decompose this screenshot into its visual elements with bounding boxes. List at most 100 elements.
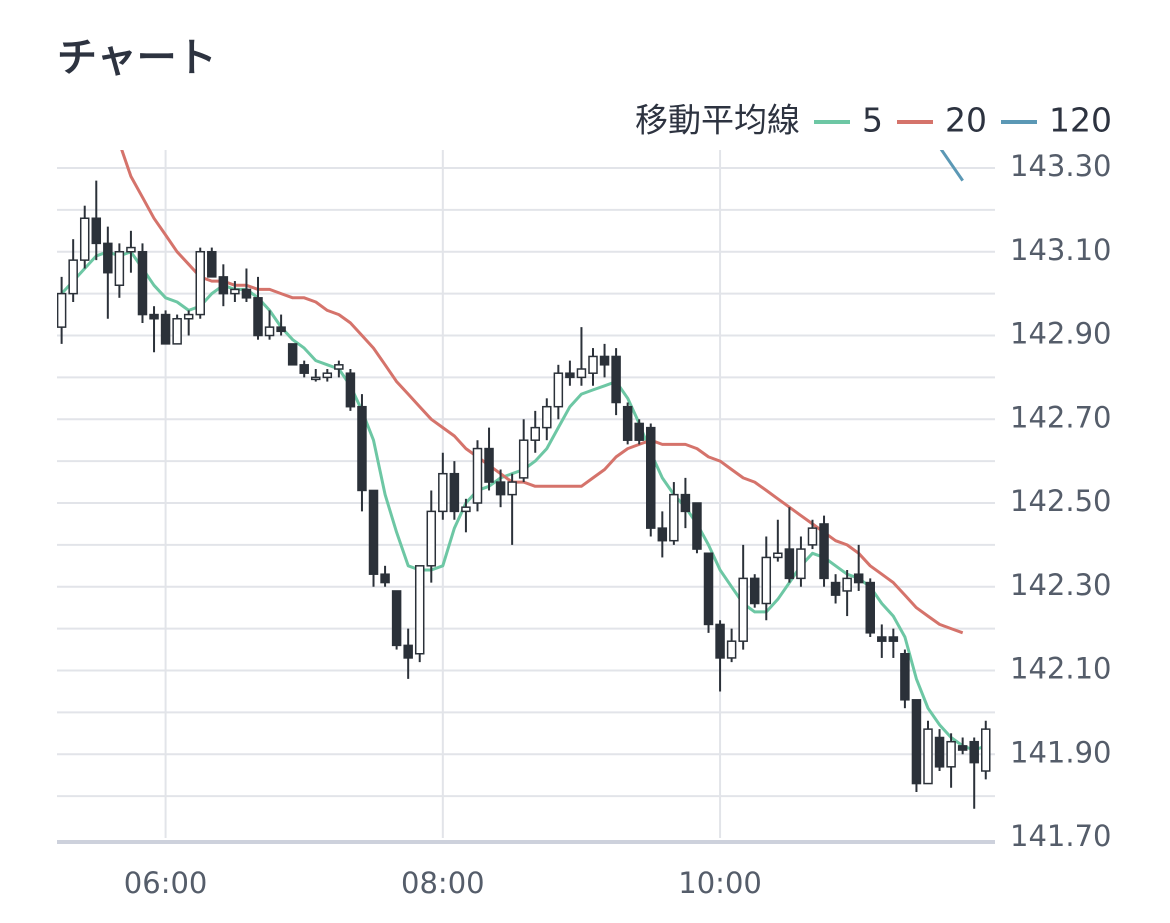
candle-body [588, 355, 598, 374]
candle-body [253, 297, 263, 337]
candle-body [149, 313, 159, 320]
candle-body [276, 326, 286, 333]
candle-body [957, 745, 968, 751]
candle-body [830, 581, 841, 596]
legend-label: 120 [1049, 101, 1112, 140]
candle-body [726, 640, 737, 659]
candle-body [946, 740, 956, 768]
y-tick-label: 141.70 [1010, 819, 1111, 853]
candle-body [334, 364, 344, 370]
candle-body [68, 259, 78, 295]
candle-body [715, 623, 725, 659]
candle-body [357, 405, 367, 492]
candle-body [923, 728, 933, 785]
candle-body [426, 510, 437, 567]
y-tick-label: 143.10 [1010, 233, 1111, 267]
candle-body [807, 527, 818, 546]
candle-body [761, 556, 772, 605]
candle-body [137, 251, 148, 316]
candle-body [530, 426, 540, 441]
candle-body [646, 426, 656, 529]
candle-body [657, 527, 668, 542]
candle-body [680, 493, 691, 513]
candle-body [542, 405, 552, 429]
candle-body [57, 292, 67, 328]
candle-body [865, 581, 875, 634]
candle-body [79, 217, 90, 261]
legend-label: 5 [862, 101, 883, 140]
candle-body [900, 653, 910, 701]
candle-body [819, 523, 829, 580]
candle-body [495, 481, 506, 496]
candle-body [368, 489, 379, 575]
candle-body [449, 472, 460, 513]
candle-body [311, 376, 321, 381]
candle-body [969, 740, 979, 764]
candle-body [611, 355, 621, 404]
candle-body [565, 372, 575, 379]
x-tick-label: 08:00 [401, 866, 485, 900]
candle-body [842, 577, 852, 592]
legend-label: 20 [945, 101, 987, 140]
candle-body [981, 728, 991, 772]
candle-body [553, 372, 564, 408]
candle-body [518, 439, 529, 479]
ma-line [60, 250, 987, 752]
candle-body [703, 552, 714, 626]
candle-body [391, 590, 402, 647]
candle-body [126, 246, 136, 253]
candle-body [738, 577, 748, 642]
candle-body [299, 364, 309, 374]
candle-body [853, 573, 864, 584]
y-tick-label: 142.70 [1010, 400, 1111, 434]
candle-body [322, 372, 333, 379]
y-tick-label: 143.30 [1010, 149, 1111, 183]
candle-body [888, 636, 899, 642]
y-tick-label: 142.50 [1010, 484, 1111, 518]
candle-body [438, 472, 448, 513]
candle-body [207, 251, 217, 278]
candle-body [345, 372, 356, 408]
candle-body [784, 548, 795, 580]
candle-body [287, 343, 298, 366]
candle-body [218, 276, 229, 295]
x-tick-label: 06:00 [124, 866, 208, 900]
candle-body [160, 313, 171, 345]
candle-body [507, 481, 517, 496]
x-tick-label: 10:00 [678, 866, 762, 900]
candle-body [461, 506, 471, 513]
candle-body [230, 288, 240, 295]
candle-body [403, 644, 413, 659]
labels: 143.30 143.10 142.90 142.70 142.50 142.30 142.… [124, 101, 1112, 901]
candle-body [877, 636, 887, 642]
candle-body [472, 447, 483, 504]
candle-body [484, 447, 494, 483]
candle-body [91, 217, 102, 245]
candle-body [796, 548, 806, 580]
y-tick-label: 141.90 [1010, 735, 1111, 769]
chart-title: チャート [57, 35, 217, 81]
candle-body [692, 502, 702, 550]
candle-body [934, 736, 945, 768]
candle-body [622, 405, 633, 441]
candle-body [634, 422, 644, 441]
candle-body [241, 288, 252, 299]
y-tick-label: 142.90 [1010, 317, 1111, 351]
ma-line [939, 150, 964, 182]
candle-body [264, 326, 275, 337]
candle-body [114, 251, 125, 287]
candle-body [103, 242, 113, 274]
candle-body [195, 251, 205, 316]
candle-body [380, 573, 390, 584]
candle-body [599, 355, 610, 366]
y-tick-label: 142.10 [1010, 652, 1111, 686]
candle-body [414, 565, 425, 655]
candle-body [183, 313, 194, 320]
ma-line [120, 150, 964, 635]
candle-body [773, 552, 783, 559]
candle-body [911, 699, 922, 785]
candle-body [669, 493, 679, 542]
candle-body [749, 577, 760, 605]
candle-body [172, 318, 182, 345]
